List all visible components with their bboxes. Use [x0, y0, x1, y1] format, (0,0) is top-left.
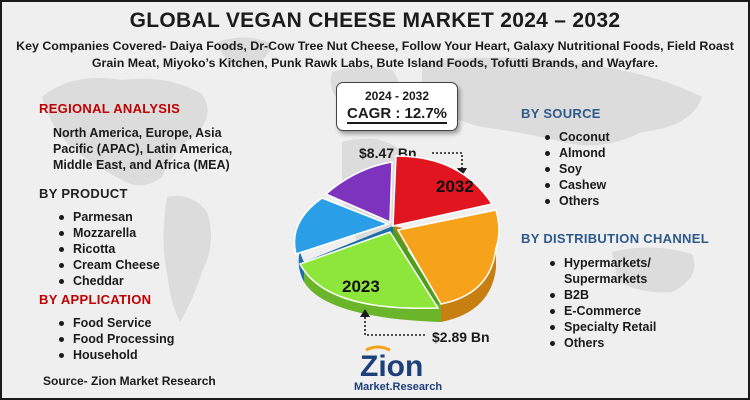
application-list: Food Service Food Processing Household — [55, 315, 174, 363]
arrow-up-icon — [360, 309, 425, 336]
list-item: Coconut — [541, 129, 610, 145]
slice-blue — [293, 197, 391, 255]
slice-orange — [396, 209, 500, 305]
list-item: Cashew — [541, 177, 610, 193]
logo-sub: Market.Research — [354, 381, 442, 393]
slice-2023 — [298, 231, 440, 310]
source-text: Source- Zion Market Research — [43, 374, 216, 388]
list-item: Cheddar — [55, 273, 160, 289]
product-heading: BY PRODUCT — [39, 186, 128, 201]
list-item: Others — [546, 335, 696, 351]
value-2023: $2.89 Bn — [432, 329, 490, 345]
market-pie-chart: 2032 2023 — [293, 155, 500, 322]
source-heading: BY SOURCE — [521, 106, 601, 121]
arrow-down-icon — [432, 152, 467, 176]
logo-word: Zion — [360, 350, 423, 383]
list-item: Food Processing — [55, 331, 174, 347]
list-item: Specialty Retail — [546, 319, 696, 335]
key-companies-text: Key Companies Covered- Daiya Foods, Dr-C… — [16, 39, 734, 70]
list-item: Soy — [541, 161, 610, 177]
cagr-value: CAGR : 12.7% — [346, 105, 448, 124]
slice-2032 — [392, 155, 494, 227]
list-item: E-Commerce — [546, 303, 696, 319]
product-list: Parmesan Mozzarella Ricotta Cream Cheese… — [55, 209, 160, 289]
list-item: Almond — [541, 145, 610, 161]
cagr-years: 2024 - 2032 — [364, 89, 430, 103]
zion-logo: Zion Market.Research — [354, 345, 442, 393]
application-heading: BY APPLICATION — [39, 292, 152, 307]
pie-label-2023: 2023 — [342, 277, 380, 296]
list-item: Hypermarkets/ Supermarkets — [546, 255, 696, 287]
distribution-heading: BY DISTRIBUTION CHANNEL — [521, 231, 709, 246]
slice-purple — [324, 161, 393, 224]
list-item: Others — [541, 193, 610, 209]
page-title: GLOBAL VEGAN CHEESE MARKET 2024 – 2032 — [129, 9, 621, 32]
distribution-list: Hypermarkets/ Supermarkets B2B E-Commerc… — [546, 255, 696, 351]
cagr-box: 2024 - 2032 CAGR : 12.7% — [336, 82, 458, 131]
list-item: B2B — [546, 287, 696, 303]
list-item: Ricotta — [55, 241, 160, 257]
list-item: Cream Cheese — [55, 257, 160, 273]
regional-heading: REGIONAL ANALYSIS — [39, 101, 181, 116]
pie-label-2032: 2032 — [436, 177, 474, 196]
list-item: Household — [55, 347, 174, 363]
list-item: Parmesan — [55, 209, 160, 225]
regional-text: North America, Europe, Asia Pacific (APA… — [53, 126, 233, 172]
source-list: Coconut Almond Soy Cashew Others — [541, 129, 610, 209]
list-item: Food Service — [55, 315, 174, 331]
list-item: Mozzarella — [55, 225, 160, 241]
